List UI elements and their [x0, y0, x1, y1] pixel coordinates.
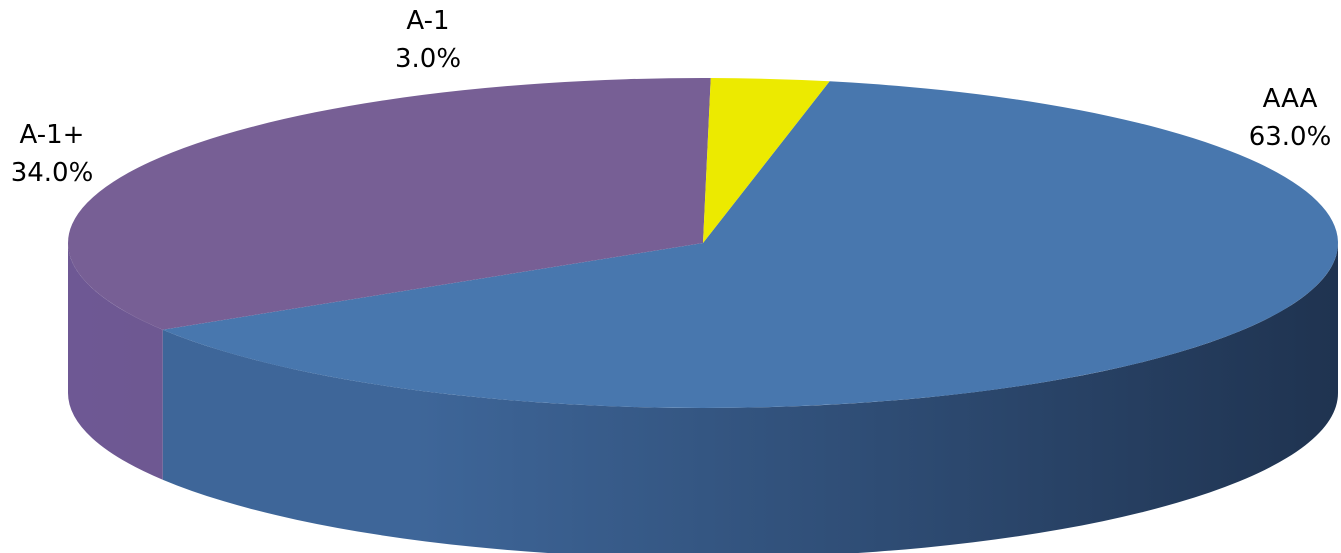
label-aaa-name: AAA	[1262, 84, 1318, 114]
label-a1plus-value: 34.0%	[10, 158, 94, 188]
pie-sides	[68, 243, 1338, 553]
slice-a-1	[703, 78, 830, 243]
slice-a-1plus	[68, 77, 711, 330]
slice-side-aaa	[162, 243, 1338, 553]
label-aaa: AAA 63.0%	[1249, 80, 1332, 156]
label-a1-name: A-1	[406, 6, 450, 36]
label-aaa-value: 63.0%	[1248, 122, 1332, 152]
label-a1: A-1 3.0%	[395, 2, 461, 78]
pie-slices	[68, 77, 1338, 408]
label-a1plus: A-1+ 34.0%	[11, 116, 94, 192]
slice-aaa	[162, 81, 1338, 408]
slice-side-a-1plus	[68, 243, 163, 480]
label-a1-value: 3.0%	[394, 44, 462, 74]
label-a1plus-name: A-1+	[19, 120, 85, 150]
